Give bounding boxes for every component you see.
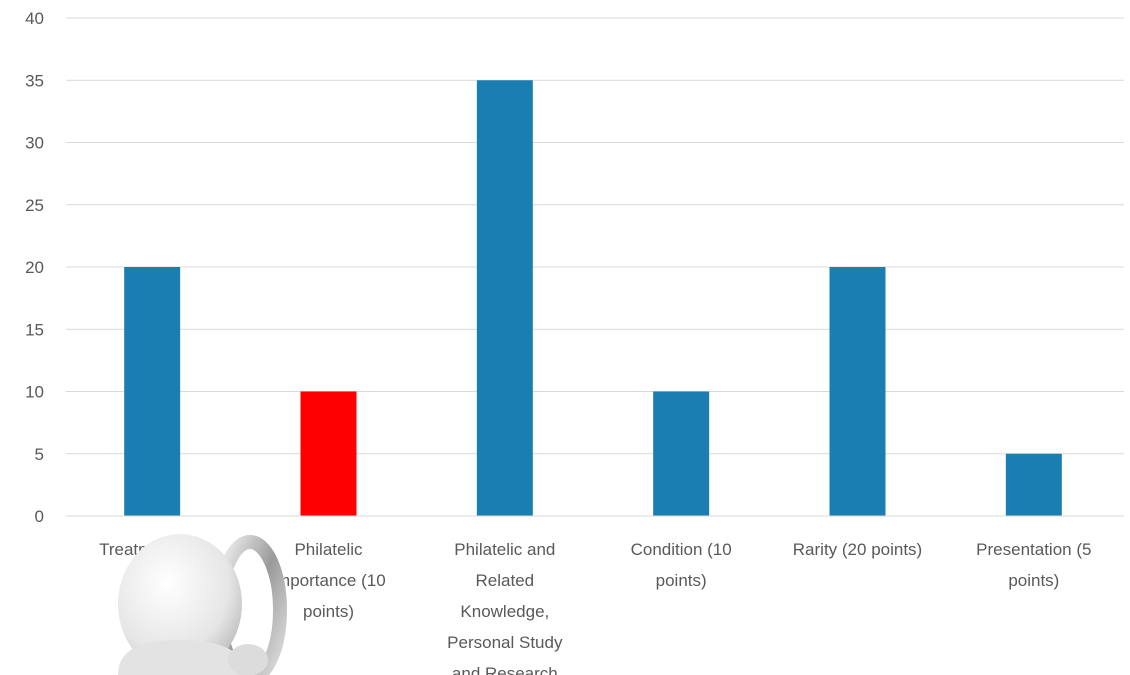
bar <box>124 267 181 516</box>
y-tick-label: 15 <box>25 320 44 339</box>
y-tick-label: 25 <box>25 196 44 215</box>
x-tick-label: Condition (10 points) <box>631 540 732 590</box>
bars <box>124 80 1062 516</box>
y-tick-label: 5 <box>35 445 44 464</box>
y-tick-label: 0 <box>35 507 44 526</box>
thinking-figure-icon <box>118 534 287 675</box>
bar <box>829 267 886 516</box>
x-tick-label: Presentation (5 points) <box>976 540 1091 590</box>
y-tick-label: 30 <box>25 134 44 153</box>
y-axis-ticks: 0 5 10 15 20 25 30 35 40 <box>25 9 44 526</box>
bar <box>300 391 357 516</box>
y-tick-label: 10 <box>25 383 44 402</box>
y-tick-label: 20 <box>25 258 44 277</box>
gridlines <box>66 17 1124 455</box>
bar <box>1005 453 1062 516</box>
y-tick-label: 35 <box>25 71 44 90</box>
x-tick-label: Philatelic and Related Knowledge, Personal … <box>447 540 563 675</box>
x-tick-label: Philatelic Importance (10 points) <box>271 540 385 621</box>
y-tick-label: 40 <box>25 9 44 28</box>
x-tick-label: Rarity (20 points) <box>793 540 922 559</box>
bar <box>653 391 710 516</box>
bar <box>476 80 533 516</box>
